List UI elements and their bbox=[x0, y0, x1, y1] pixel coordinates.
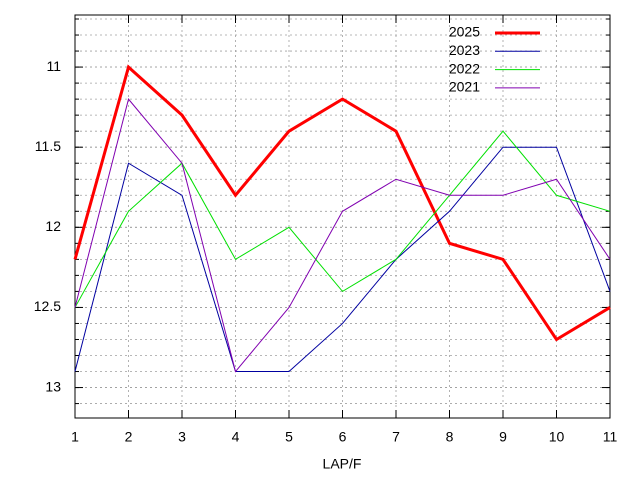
x-tick-label: 7 bbox=[392, 429, 400, 445]
legend-label: 2022 bbox=[449, 60, 480, 76]
x-axis-label: LAP/F bbox=[323, 456, 362, 472]
series-line bbox=[74, 98, 611, 373]
legend-label: 2023 bbox=[449, 42, 480, 58]
plot-frame bbox=[74, 14, 611, 419]
series-line bbox=[74, 146, 611, 373]
y-tick-label: 12 bbox=[45, 218, 61, 234]
x-tick-label: 8 bbox=[446, 429, 454, 445]
y-tick-label: 11 bbox=[46, 58, 61, 74]
x-tick-label: 4 bbox=[232, 429, 240, 445]
x-tick-label: 9 bbox=[499, 429, 507, 445]
legend-label: 2021 bbox=[449, 79, 480, 95]
series-line bbox=[73, 64, 611, 342]
legend-label: 2025 bbox=[449, 24, 480, 40]
series-line bbox=[74, 130, 611, 308]
y-tick-label: 11.5 bbox=[35, 138, 61, 154]
x-tick-label: 11 bbox=[603, 429, 618, 445]
x-tick-label: 2 bbox=[125, 429, 133, 445]
y-tick-label: 13 bbox=[45, 378, 61, 394]
x-tick-label: 1 bbox=[71, 429, 79, 445]
x-tick-label: 3 bbox=[178, 429, 186, 445]
x-tick-label: 6 bbox=[339, 429, 347, 445]
x-tick-label: 5 bbox=[285, 429, 293, 445]
x-tick-label: 10 bbox=[549, 429, 565, 445]
y-tick-label: 12.5 bbox=[34, 298, 61, 314]
